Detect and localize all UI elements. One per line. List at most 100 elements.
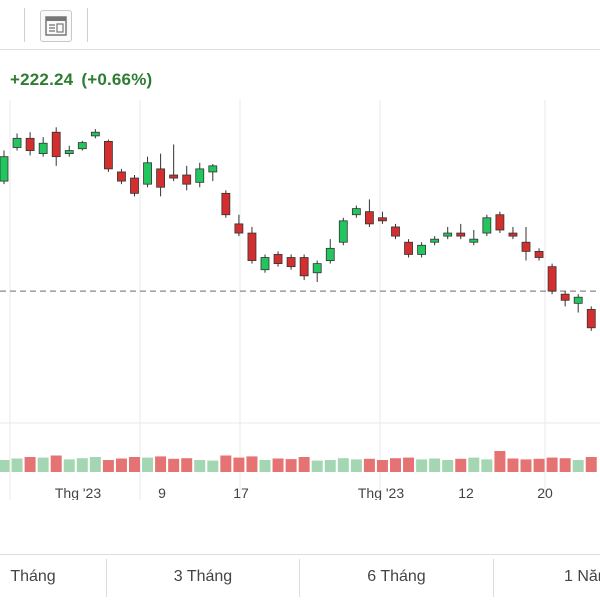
toolbar-divider [87,8,88,42]
candle-down [586,309,596,329]
volume-bar [520,459,532,472]
tab-month[interactable]: Tháng [10,568,56,585]
volume-bar [24,457,36,472]
volume-bar [76,458,88,472]
volume-bar [311,460,323,472]
candle-down [534,250,544,258]
volume-bar [0,460,10,472]
candle-up [325,247,335,261]
candle-down [169,174,179,179]
candle-up [482,217,492,234]
volume-bar [468,457,480,472]
candle-down [182,174,192,185]
candle-up [573,296,583,304]
chart-toolbar [0,0,600,50]
candle-down [364,211,374,225]
candle-up [351,208,361,216]
volume-bars [0,451,597,472]
period-tabs: Tháng 3 Tháng 6 Tháng 1 Năm [0,554,600,600]
candle-down [299,257,309,277]
candle-up [469,238,479,243]
volume-bar [363,458,375,472]
candle-up [38,142,48,155]
candle-up [90,131,100,137]
volume-bar [390,458,401,472]
volume-bar [350,459,362,472]
volume-bar [546,457,558,472]
volume-bar [233,457,245,472]
candle-up [338,220,348,243]
volume-bar [559,458,571,472]
volume-bar [11,458,23,472]
candles [0,127,596,331]
tab-3-months[interactable]: 3 Tháng [173,568,233,585]
candle-down [456,232,466,237]
volume-bar [376,460,388,472]
candle-up [260,257,270,271]
candle-up [143,162,152,185]
volume-bar [142,457,154,472]
candle-down [495,214,505,231]
volume-bar [102,460,114,472]
candle-up [12,137,22,148]
candle-down [547,266,557,292]
candle-up [77,142,87,150]
volume-bar [507,458,519,472]
layout-button[interactable] [40,10,72,42]
table-layout-icon [45,16,67,36]
candle-down [156,168,166,188]
x-tick-label: 17 [233,485,249,500]
change-percent: (+0.66%) [81,70,153,89]
tab-divider [493,559,494,597]
candle-down [221,192,231,216]
x-tick-label: 9 [158,485,166,500]
volume-bar [481,459,493,472]
candle-up [195,168,205,183]
candle-down [234,223,244,234]
price-change: +222.24 (+0.66%) [10,70,152,90]
volume-bar [207,460,219,472]
candle-down [104,140,113,170]
volume-bar [572,460,584,472]
volume-bar [246,456,258,472]
candle-down [273,254,283,265]
volume-bar [37,457,49,472]
candle-up [64,150,74,155]
candle-down [117,171,126,182]
candle-down [51,131,61,158]
volume-bar [168,458,180,472]
candle-up [443,232,453,237]
volume-bar [285,459,297,472]
volume-bar [416,459,428,472]
volume-bar [89,457,101,472]
volume-bar [533,458,545,472]
candle-up [208,165,218,173]
candle-down [130,177,139,194]
volume-bar [298,457,310,472]
volume-bar [455,458,467,472]
candle-down [247,232,257,261]
volume-bar [272,458,284,472]
chart-gridlines [9,100,546,500]
volume-bar [337,458,349,472]
candle-up [417,244,427,255]
volume-bar [429,458,441,472]
volume-bar [63,459,75,472]
candle-down [404,241,413,255]
volume-bar [442,460,454,472]
tab-1-year[interactable]: 1 Năm [564,568,600,585]
candle-down [560,293,570,301]
volume-bar [181,458,193,472]
volume-bar [194,460,206,472]
volume-bar [585,457,597,472]
tab-divider [106,559,107,597]
x-tick-label: 20 [537,485,553,500]
candlestick-chart[interactable]: Thg '23 9 17 Thg '23 12 20 [0,100,600,500]
toolbar-divider [24,8,25,42]
candle-down [508,232,518,237]
candle-down [378,217,387,222]
tab-6-months[interactable]: 6 Tháng [367,568,426,585]
volume-bar [50,455,62,472]
volume-bar [494,451,506,472]
volume-bar [403,457,415,472]
